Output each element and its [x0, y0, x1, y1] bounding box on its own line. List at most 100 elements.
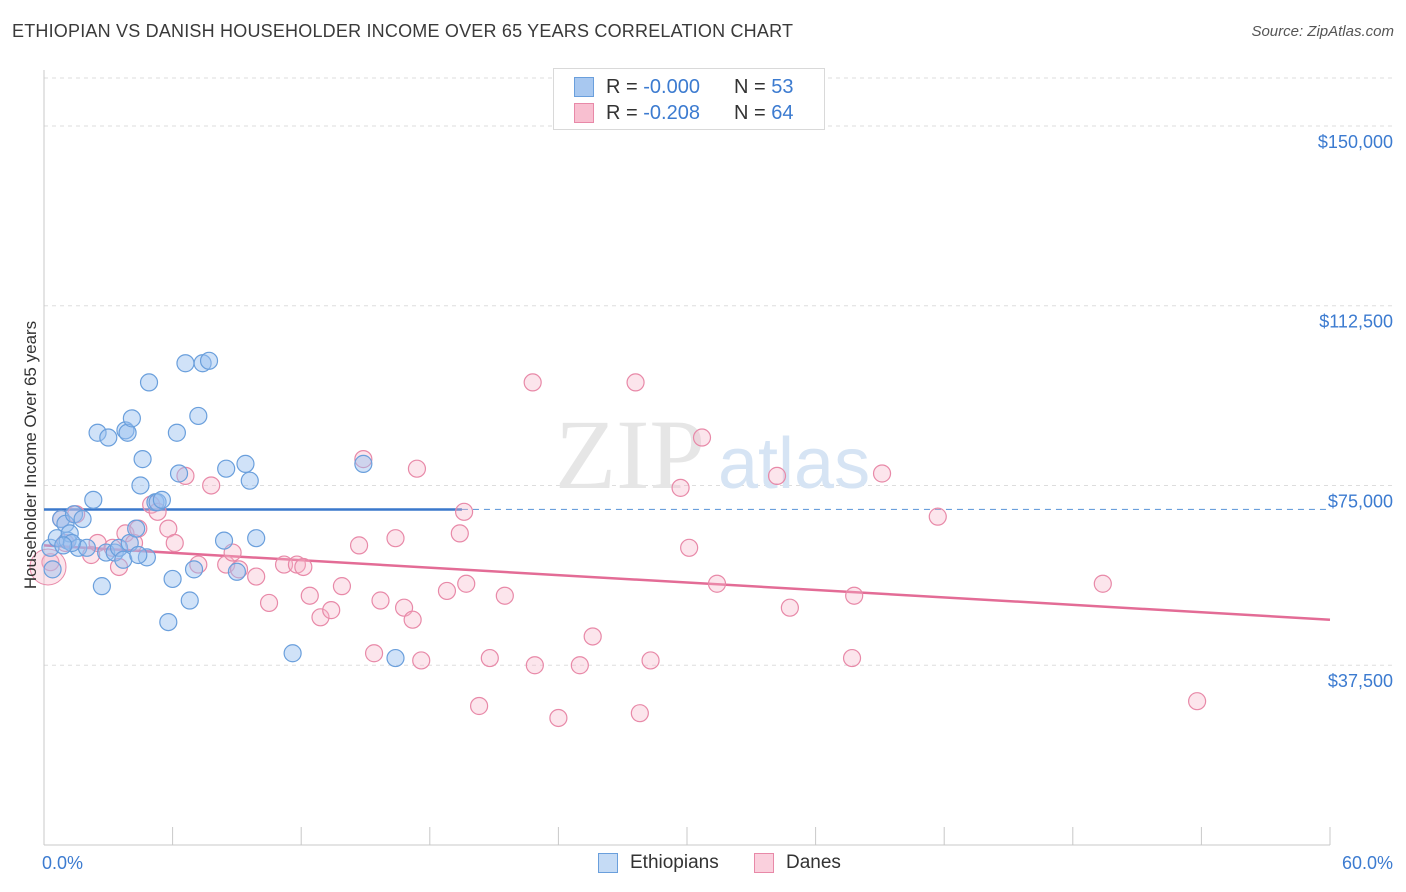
danes-point [364, 644, 384, 663]
ethiopians-point [283, 644, 302, 663]
danes-point [294, 557, 313, 577]
ethiopians-point [127, 519, 146, 538]
ethiopians-point [236, 454, 255, 473]
danes-point [371, 591, 390, 610]
zipatlas-watermark: ZIP atlas [555, 399, 870, 510]
ethiopians-point [176, 354, 195, 373]
danes-trend-line [43, 544, 1331, 621]
legend-n-label: N = [734, 101, 766, 124]
ethiopians-point [122, 409, 141, 428]
legend-item-ethiopians[interactable]: Ethiopians [598, 852, 719, 874]
danes-point [780, 598, 799, 617]
danes-point [928, 507, 947, 526]
legend-label-ethiopians: Ethiopians [630, 852, 719, 873]
ethiopians-point [184, 560, 204, 579]
ethiopians-point [73, 509, 92, 529]
legend-n-value: 64 [771, 101, 794, 124]
stats-legend: R = -0.000 N = 53 R = -0.208 N = 64 [553, 68, 825, 130]
danes-point [583, 627, 602, 646]
legend-swatch-danes [754, 853, 774, 873]
ethiopians-point [84, 490, 103, 509]
ethiopians-point [167, 423, 186, 442]
danes-point [469, 696, 489, 716]
danes-point [842, 648, 862, 668]
danes-point [450, 524, 469, 543]
ethiopians-point [43, 560, 62, 579]
danes-point [322, 601, 341, 620]
ethiopians-point [386, 648, 405, 668]
danes-point [767, 466, 787, 485]
source-label: Source: ZipAtlas.com [1251, 23, 1394, 40]
legend-r-label: R = [606, 101, 638, 124]
danes-point [495, 586, 514, 605]
ethiopians-point [169, 464, 189, 483]
danes-point [626, 373, 645, 392]
y-tick-label: $37,500 [1328, 671, 1393, 691]
ethiopians-point [214, 531, 234, 550]
y-axis-label: Householder Income Over 65 years [21, 321, 40, 589]
legend-row-danes: R = -0.208 N = 64 [574, 101, 794, 125]
danes-point [332, 577, 352, 596]
danes-point [872, 464, 892, 483]
legend-n-value: 53 [771, 75, 794, 98]
x-tick-label-min: 0.0% [42, 853, 83, 873]
ethiopians-point [240, 471, 259, 490]
legend-swatch-ethiopians [598, 853, 618, 873]
ethiopians-point [88, 423, 107, 442]
ethiopians-point [354, 454, 373, 473]
danes-point [349, 536, 369, 555]
danes-point [549, 708, 568, 728]
danes-point [386, 529, 405, 548]
ethiopians-point [247, 529, 266, 548]
ethiopians-point [64, 505, 84, 524]
y-tick-label: $112,500 [1319, 312, 1393, 332]
danes-point [641, 651, 660, 670]
danes-point [412, 651, 431, 670]
series-legend: Ethiopians Danes [0, 852, 1406, 878]
legend-item-danes[interactable]: Danes [754, 852, 841, 874]
danes-point [41, 553, 60, 572]
danes-point [480, 648, 499, 668]
danes-point [707, 574, 727, 593]
ethiopians-point [217, 459, 236, 478]
watermark-atlas-text: atlas [718, 424, 870, 504]
legend-r-value: -0.208 [643, 101, 700, 124]
ethiopians-point [92, 577, 111, 596]
danes-point [454, 502, 474, 521]
ethiopians-point [118, 423, 137, 442]
legend-label-danes: Danes [786, 852, 841, 873]
ethiopians-point [99, 428, 118, 447]
x-tick-label-max: 60.0% [1342, 853, 1393, 873]
ethiopians-point [109, 538, 129, 557]
danes-point [311, 608, 330, 627]
y-tick-label: $75,000 [1328, 491, 1393, 511]
ethiopians-point [77, 538, 96, 557]
ethiopians-point [129, 545, 148, 565]
danes-point [259, 593, 279, 613]
danes-point [437, 581, 457, 601]
ethiopians-point [131, 476, 150, 495]
danes-point [1188, 692, 1207, 711]
danes-point [165, 533, 184, 553]
ethiopians-point [227, 562, 246, 581]
ethiopians-point [152, 490, 171, 509]
danes-point [403, 610, 422, 629]
ethiopians-point [139, 373, 159, 392]
danes-point [354, 450, 373, 469]
legend-swatch-danes [574, 103, 594, 123]
watermark-zip-text: ZIP [555, 399, 705, 510]
danes-point [457, 574, 476, 593]
danes-point [523, 373, 542, 392]
legend-r-value: -0.000 [643, 75, 700, 98]
ethiopians-point [114, 550, 133, 569]
ethiopians-point [189, 406, 208, 426]
ethiopians-point [159, 612, 178, 632]
danes-point [247, 567, 266, 586]
danes-point [525, 656, 544, 675]
danes-point [1093, 574, 1112, 593]
ethiopians-point [54, 536, 73, 555]
ethiopians-point [163, 569, 182, 589]
ethiopians-point [199, 351, 219, 370]
danes-point [202, 476, 221, 495]
